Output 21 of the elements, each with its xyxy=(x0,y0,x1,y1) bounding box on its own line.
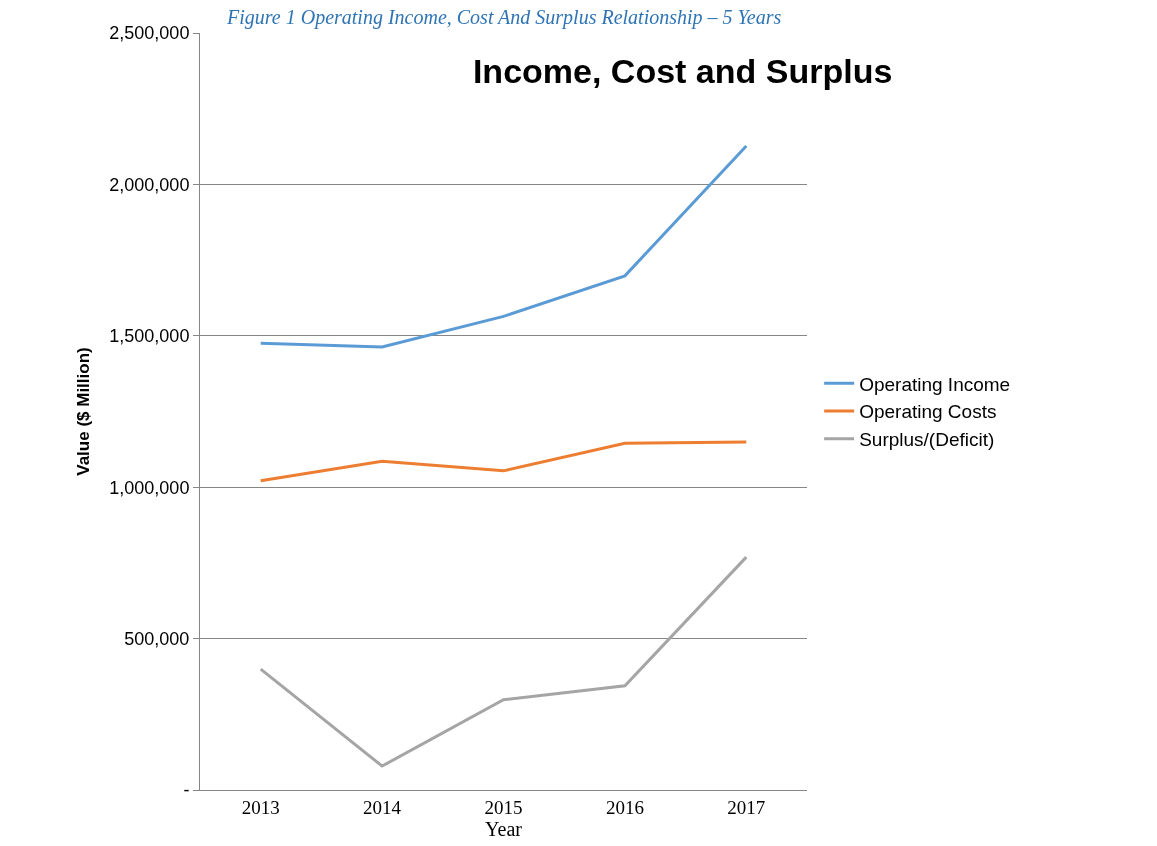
text: Income, Cost and Surplus xyxy=(472,52,893,91)
x-tick-label: 2014 xyxy=(363,796,402,818)
x-tick-label: 2015 xyxy=(484,796,523,818)
legend-label: Operating Income xyxy=(859,373,1011,395)
x-tick-label: 2013 xyxy=(241,796,280,818)
y-tick-label: 500,000 xyxy=(124,628,190,649)
y-tick-label: 1,000,000 xyxy=(109,477,190,498)
y-tick-label: 1,500,000 xyxy=(109,326,190,347)
line-series xyxy=(259,144,748,349)
y-tick-label: 2,500,000 xyxy=(109,23,190,44)
y-axis-title: Value ($ Million) xyxy=(73,347,93,476)
line-series xyxy=(259,440,748,483)
y-tick-label: 2,000,000 xyxy=(109,174,190,195)
y-tick-label: - xyxy=(183,780,190,801)
x-axis-title: Year xyxy=(485,817,523,840)
legend-label: Operating Costs xyxy=(859,401,997,423)
caption: Figure 1 Operating Income, Cost And Surplus Relationship – 5 Years xyxy=(226,6,782,29)
x-tick-label: 2017 xyxy=(727,796,766,818)
legend-label: Surplus/(Deficit) xyxy=(859,429,995,451)
line-series xyxy=(259,555,748,768)
x-tick-label: 2016 xyxy=(605,796,644,818)
